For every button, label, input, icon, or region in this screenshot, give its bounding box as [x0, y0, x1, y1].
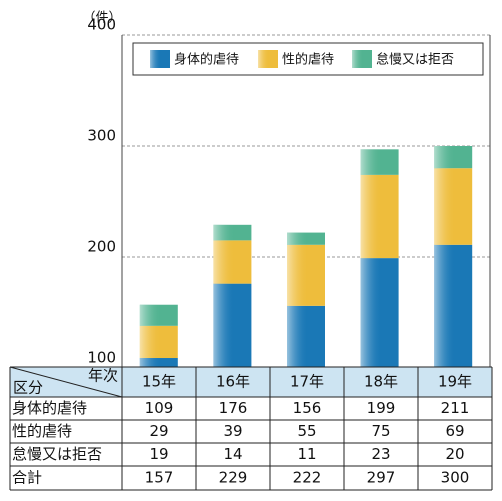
- table-value: 23: [371, 445, 390, 463]
- table-total: 157: [145, 469, 174, 487]
- table-value: 176: [219, 399, 248, 417]
- bar-shade: [360, 149, 399, 175]
- table-value: 109: [145, 399, 174, 417]
- y-tick-label: 100: [87, 349, 116, 367]
- row-label: 怠慢又は拒否: [12, 445, 102, 463]
- plot-area: [139, 146, 473, 368]
- bar-shade: [434, 146, 473, 169]
- y-tick-label: 200: [87, 238, 116, 256]
- row-label: 身体的虐待: [12, 399, 87, 417]
- bar-shade: [360, 258, 399, 368]
- table-total: 229: [219, 469, 248, 487]
- corner-top: 年次: [88, 367, 118, 385]
- legend-swatch-shade: [150, 50, 170, 68]
- row-label: 合計: [12, 469, 42, 487]
- bar-shade: [287, 305, 325, 368]
- unit-label: （件）: [82, 11, 121, 26]
- bar-shade: [213, 224, 252, 241]
- legend-label: 怠慢又は拒否: [376, 52, 454, 68]
- table-value: 11: [297, 445, 316, 463]
- x-tick-label: 16年: [216, 373, 250, 391]
- table-value: 199: [367, 399, 396, 417]
- x-tick-label: 19年: [438, 373, 472, 391]
- bar-shade: [139, 358, 178, 368]
- bar-shade: [139, 325, 178, 359]
- table-value: 69: [445, 422, 464, 440]
- table-header-bg: [10, 367, 492, 397]
- bar-shade: [287, 244, 325, 306]
- x-tick-label: 18年: [364, 373, 398, 391]
- legend-label: 性的虐待: [282, 52, 334, 68]
- bar-shade: [434, 244, 473, 368]
- table-value: 156: [293, 399, 322, 417]
- table-value: 14: [223, 445, 242, 463]
- bar-shade: [360, 174, 399, 259]
- table-value: 20: [445, 445, 464, 463]
- table-total: 297: [367, 469, 396, 487]
- bar-shade: [287, 232, 325, 245]
- table-value: 75: [371, 422, 390, 440]
- legend-box: [132, 42, 484, 76]
- y-tick-label: 300: [87, 127, 116, 145]
- x-tick-label: 15年: [142, 373, 176, 391]
- bar-shade: [139, 304, 178, 326]
- legend-label: 身体的虐待: [174, 52, 239, 68]
- y-tick-label: 400: [87, 16, 116, 34]
- x-tick-label: 17年: [290, 373, 324, 391]
- table-value: 55: [297, 422, 316, 440]
- table-value: 39: [223, 422, 242, 440]
- table-diagonal: [9, 366, 123, 398]
- legend-swatch-shade: [352, 50, 372, 68]
- bar-shade: [434, 168, 473, 245]
- bar-shade: [213, 283, 252, 368]
- table-value: 29: [149, 422, 168, 440]
- row-label: 性的虐待: [12, 422, 72, 440]
- table-value: 211: [441, 399, 470, 417]
- corner-bottom: 区分: [13, 379, 43, 397]
- legend-swatch-shade: [258, 50, 278, 68]
- table-total: 300: [441, 469, 470, 487]
- bar-shade: [213, 240, 252, 284]
- table-total: 222: [293, 469, 322, 487]
- table-value: 19: [149, 445, 168, 463]
